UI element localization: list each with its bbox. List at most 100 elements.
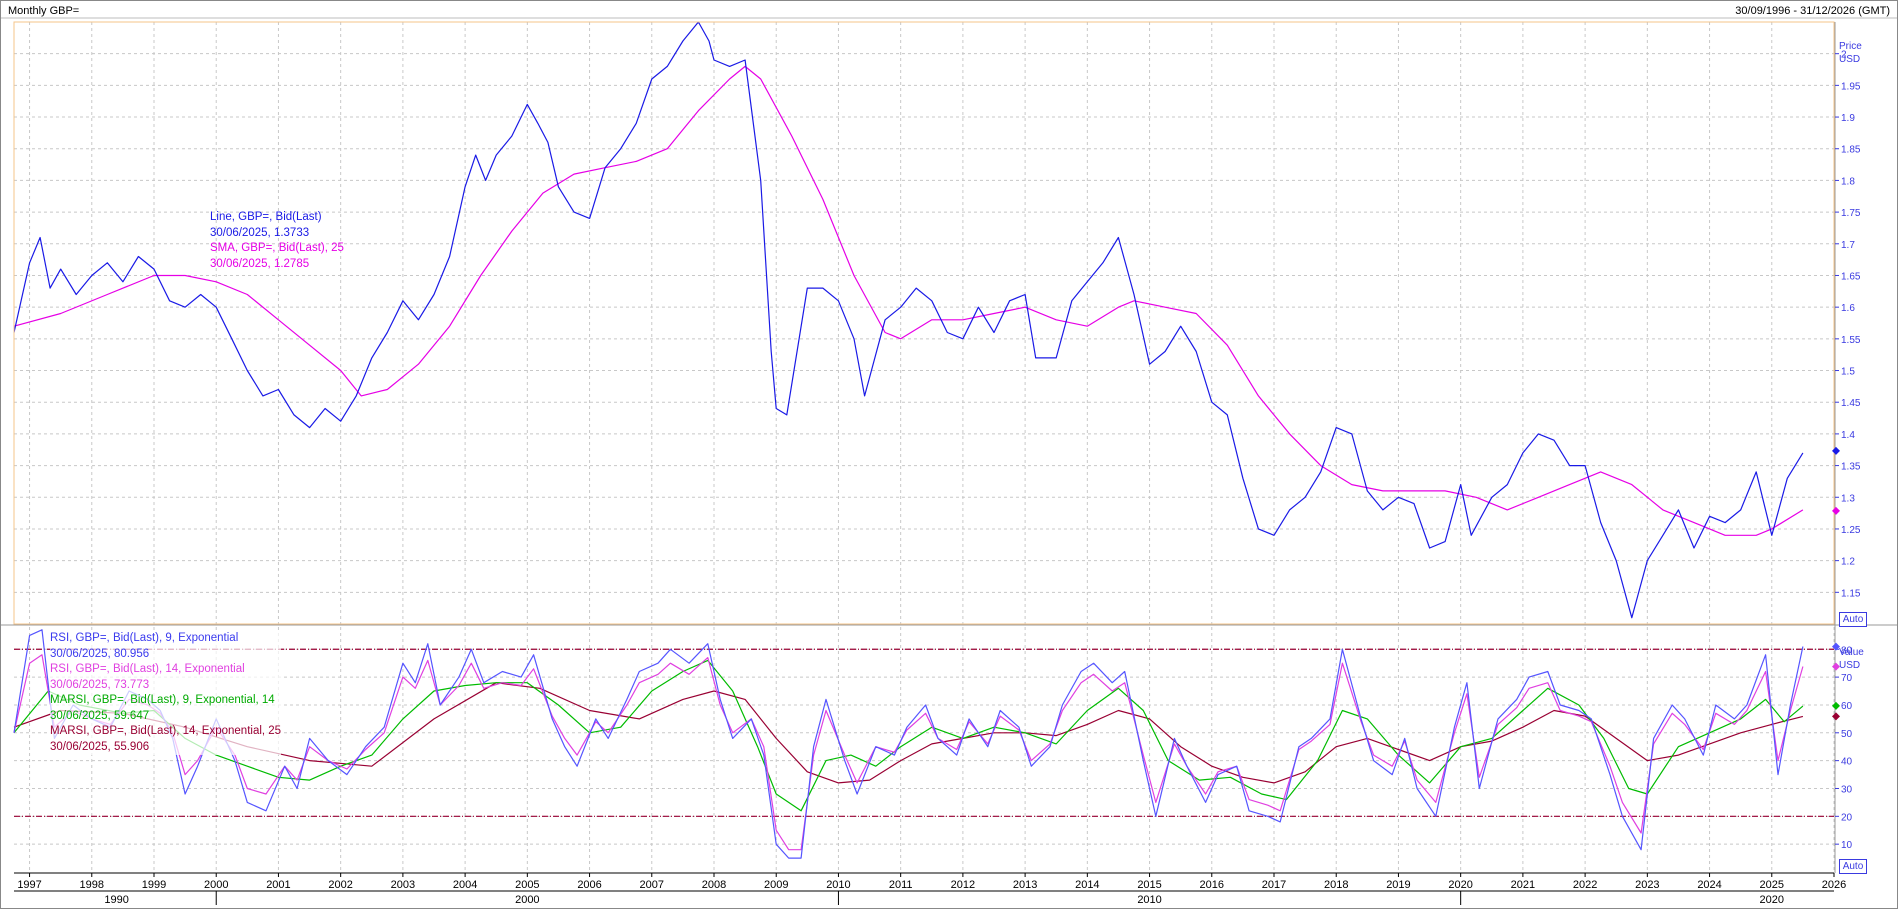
value-axis-title: Value USD [1839,646,1864,672]
price-series-line [13,21,1804,619]
x-tick-label: 1997 [17,879,41,891]
legend-marsi14-value: 30/06/2025, 55.906 [50,740,150,753]
x-tick-label: 2014 [1075,879,1099,891]
price-y-tick-label: 1.4 [1841,430,1855,441]
indicator-legend: RSI, GBP=, Bid(Last), 9, Exponential 30/… [50,631,282,755]
price-y-tick-label: 1.2 [1841,557,1855,568]
x-tick-label: 1999 [142,879,166,891]
legend-line-name: Line, GBP=, Bid(Last) [210,211,322,223]
decade-label: 1990 [104,894,128,906]
x-tick-label: 2021 [1511,879,1535,891]
legend-rsi9-name: RSI, GBP=, Bid(Last), 9, Exponential [50,632,239,644]
value-y-tick-label: 40 [1841,757,1853,768]
x-tick-label: 2004 [453,879,477,891]
decade-label: 2000 [515,894,539,906]
x-tick-label: 2000 [204,879,228,891]
x-tick-label: 2002 [328,879,352,891]
x-tick-label: 2003 [391,879,415,891]
value-axis-unit: USD [1839,660,1861,671]
x-tick-label: 2008 [702,879,726,891]
x-tick-label: 2020 [1448,879,1472,891]
x-tick-label: 2007 [640,879,664,891]
price-axis-unit: USD [1839,54,1861,65]
x-tick-label: 2011 [889,879,913,891]
price-y-tick-label: 1.15 [1841,588,1861,599]
x-tick-label: 2010 [826,879,850,891]
legend-marsi14-name: MARSI, GBP=, Bid(Last), 14, Exponential,… [50,725,282,737]
value-y-tick-label: 60 [1841,701,1853,712]
legend-rsi9-value: 30/06/2025, 80.956 [50,647,150,660]
price-legend: Line, GBP=, Bid(Last) 30/06/2025, 1.3733… [210,210,344,272]
grid-layer [14,22,1835,872]
chart-title: Monthly GBP= [8,5,80,17]
series-layer [13,21,1804,859]
marsi14-last-marker [1832,712,1840,721]
x-tick-label: 2009 [764,879,788,891]
x-tick-label: 2022 [1573,879,1597,891]
x-tick-label: 2005 [515,879,539,891]
legend-rsi14-name: RSI, GBP=, Bid(Last), 14, Exponential [50,663,245,675]
x-tick-label: 2001 [266,879,290,891]
price-y-tick-label: 1.85 [1841,145,1861,156]
price-y-tick-label: 1.7 [1841,240,1855,251]
legend-sma-value: 30/06/2025, 1.2785 [210,257,310,270]
x-tick-label: 1998 [80,879,104,891]
price-axis-name: Price [1839,41,1862,52]
value-y-tick-label: 80 [1841,645,1853,656]
price-y-tick-label: 1.45 [1841,398,1861,409]
x-tick-label: 2017 [1262,879,1286,891]
x-tick-label: 2018 [1324,879,1348,891]
value-auto-scale-button[interactable]: Auto [1839,859,1867,874]
price-auto-scale-button[interactable]: Auto [1839,612,1867,627]
value-y-tick-label: 30 [1841,784,1853,795]
sma-series-line [13,65,1804,536]
rsi14-series-line [13,654,1804,851]
x-tick-label: 2012 [951,879,975,891]
price-axis-title: Price USD [1839,40,1862,66]
price-panel-frame [13,21,1835,625]
price-y-tick-label: 2 [1841,50,1847,61]
price-y-tick-label: 1.8 [1841,176,1855,187]
price-y-tick-label: 1.95 [1841,81,1861,92]
x-tick-label: 2025 [1760,879,1784,891]
x-tick-label: 2013 [1013,879,1037,891]
price-y-tick-label: 1.3 [1841,493,1855,504]
legend-sma-name: SMA, GBP=, Bid(Last), 25 [210,242,344,254]
price-y-tick-label: 1.75 [1841,208,1861,219]
value-axis-name: Value [1839,647,1864,658]
rsi9-series-line [13,629,1804,859]
price-y-tick-label: 1.5 [1841,367,1855,378]
decade-label: 2010 [1137,894,1161,906]
x-tick-label: 2026 [1822,879,1846,891]
x-tick-label: 2023 [1635,879,1659,891]
rsi14-last-marker [1832,662,1840,671]
legend-line-value: 30/06/2025, 1.3733 [210,226,310,239]
value-y-tick-label: 70 [1841,673,1853,684]
x-tick-label: 2015 [1137,879,1161,891]
sma-last-marker [1832,506,1840,515]
price-y-tick-label: 1.35 [1841,462,1861,473]
price-y-tick-label: 1.9 [1841,113,1855,124]
legend-rsi14-value: 30/06/2025, 73.773 [50,678,150,691]
decade-label: 2020 [1760,894,1784,906]
value-y-tick-label: 20 [1841,812,1853,823]
rsi9-last-marker [1832,642,1840,651]
x-tick-label: 2006 [577,879,601,891]
price-y-tick-label: 1.55 [1841,335,1861,346]
price-last-marker [1832,446,1840,455]
date-range: 30/09/1996 - 31/12/2026 (GMT) [1735,5,1890,17]
marsi9-last-marker [1832,701,1840,710]
value-y-tick-label: 50 [1841,729,1853,740]
x-tick-label: 2019 [1386,879,1410,891]
legend-marsi9-value: 30/06/2025, 59.647 [50,709,150,722]
value-y-tick-label: 10 [1841,840,1853,851]
x-tick-label: 2024 [1697,879,1721,891]
x-tick-label: 2016 [1200,879,1224,891]
price-y-tick-label: 1.6 [1841,303,1855,314]
price-y-tick-label: 1.65 [1841,271,1861,282]
price-y-tick-label: 1.25 [1841,525,1861,536]
